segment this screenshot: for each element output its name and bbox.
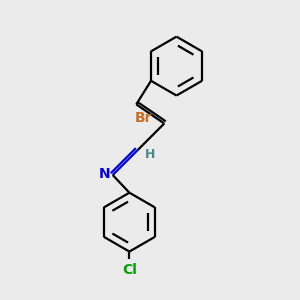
Text: H: H — [145, 148, 155, 161]
Text: Br: Br — [134, 111, 152, 125]
Text: Cl: Cl — [122, 263, 137, 277]
Text: N: N — [99, 167, 110, 181]
